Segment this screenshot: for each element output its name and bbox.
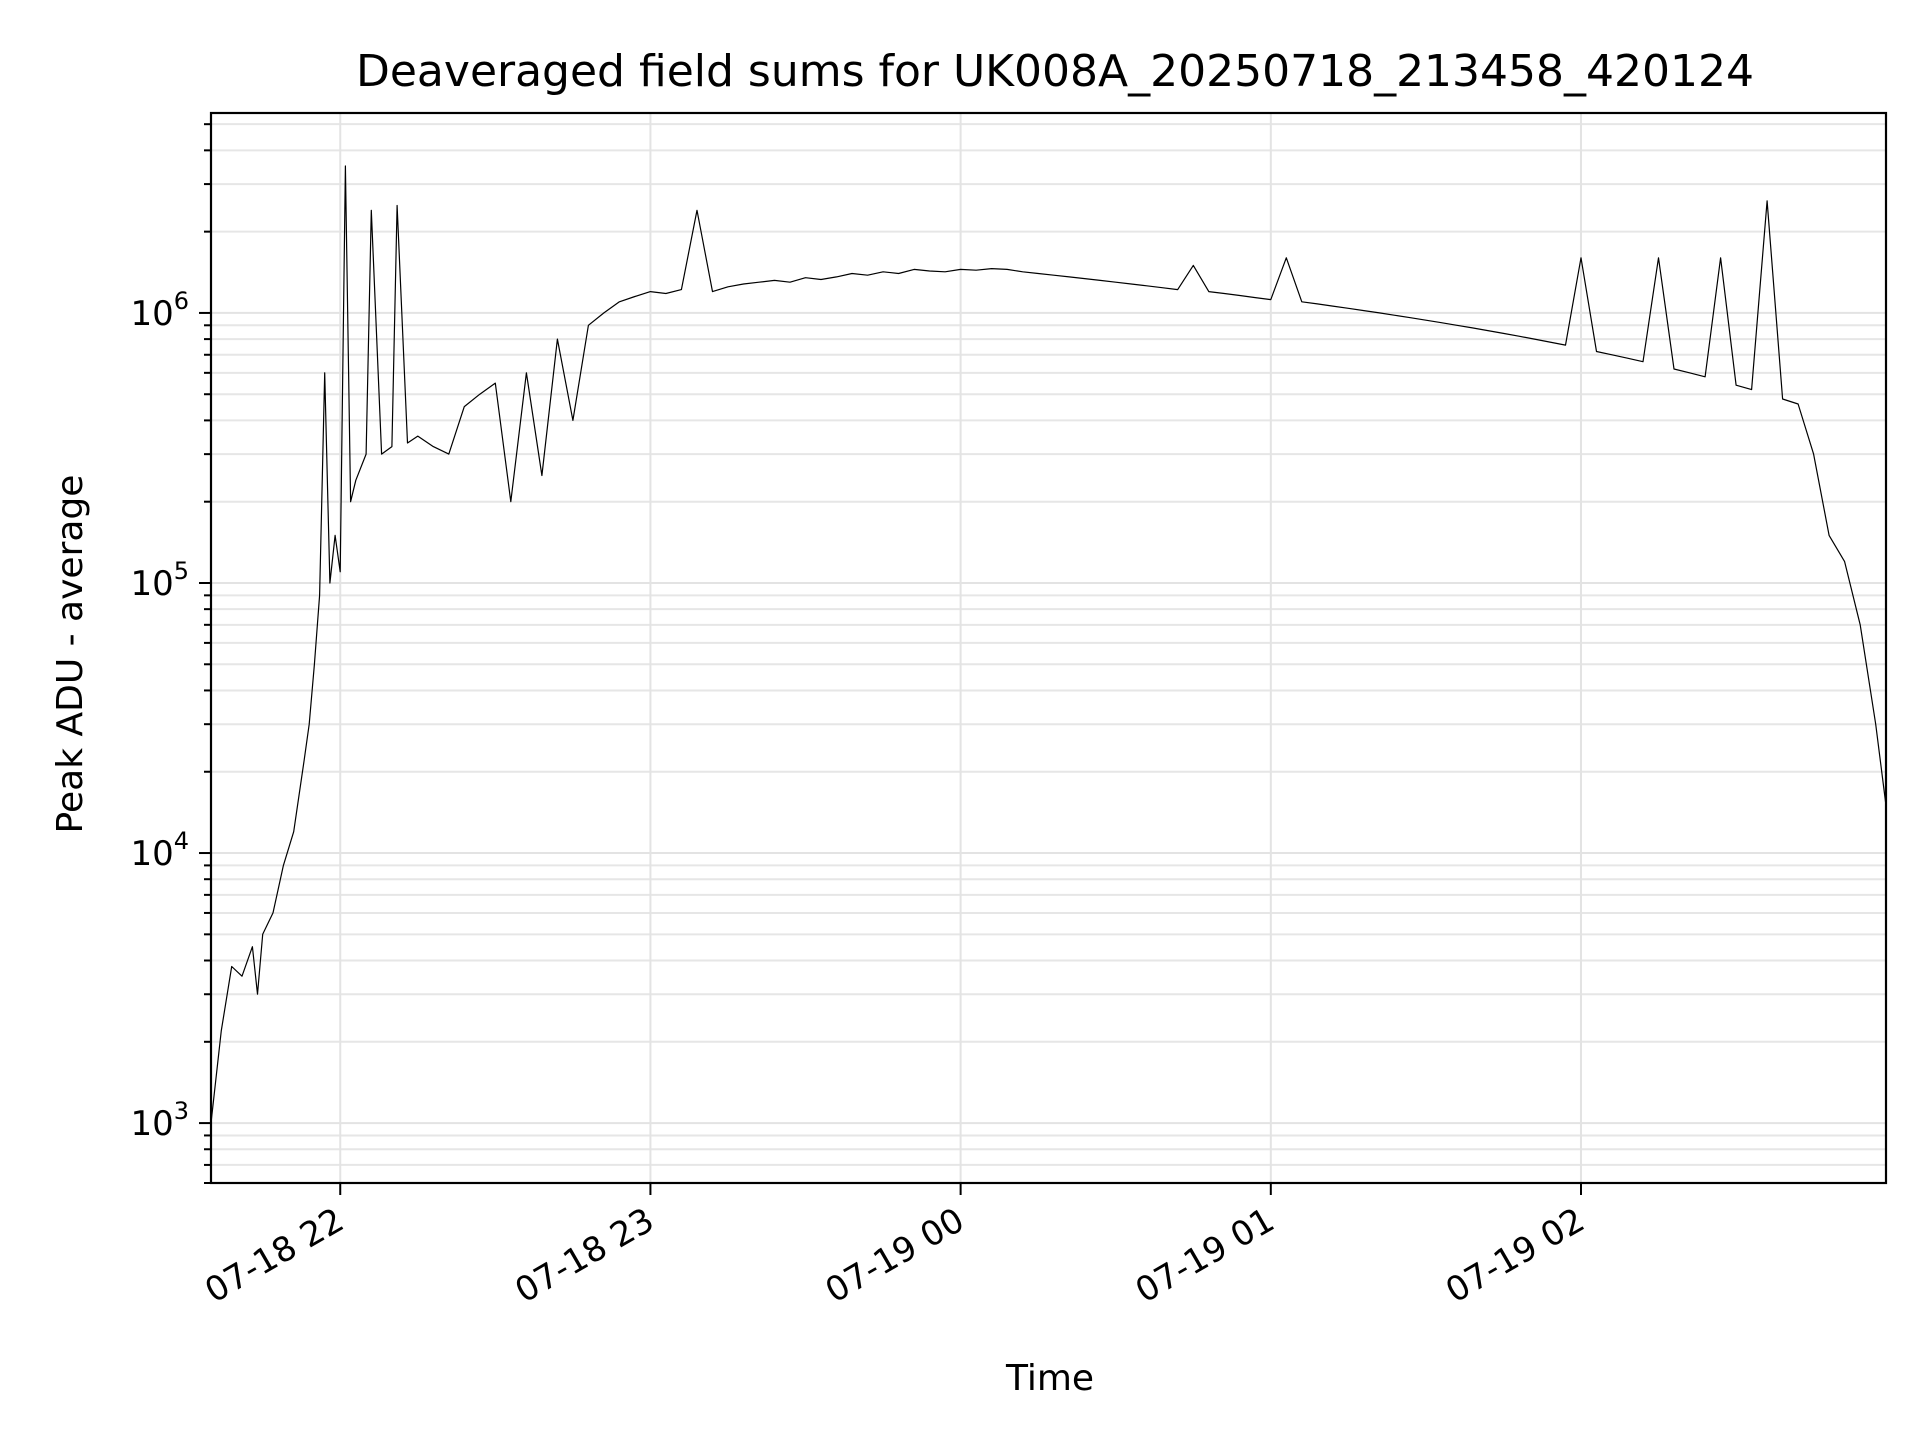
x-tick-label: 07-18 22: [198, 1200, 350, 1311]
series-line: [210, 165, 1887, 1124]
axis-ticks: 103 104 105 106 07-18 22 07-18 23 07-19 00 07-1…: [130, 123, 1591, 1311]
x-tick-label: 07-19 02: [1439, 1200, 1591, 1311]
x-tick-label: 07-19 00: [819, 1200, 971, 1311]
y-axis-label: Peak ADU - average: [50, 475, 91, 834]
y-tick-label: 106: [130, 287, 189, 334]
y-tick-label: 103: [130, 1097, 189, 1144]
x-tick-label: 07-18 23: [509, 1200, 661, 1311]
y-tick-label: 104: [130, 827, 189, 874]
x-tick-label: 07-19 01: [1129, 1200, 1281, 1311]
x-axis-label: Time: [1005, 1358, 1094, 1399]
plot-frame: [209, 111, 1888, 1185]
y-tick-label: 105: [130, 557, 189, 604]
grid: [211, 113, 1886, 1184]
chart-title: Deaveraged field sums for UK008A_2025071…: [356, 46, 1754, 97]
